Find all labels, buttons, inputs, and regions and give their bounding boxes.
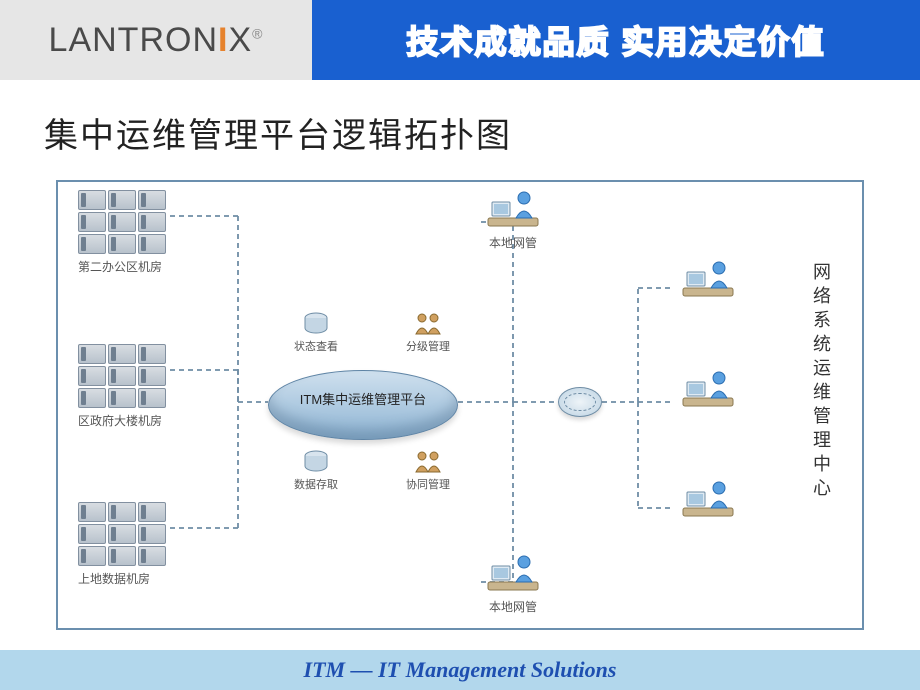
workstation-icon xyxy=(673,258,743,302)
server-rack-icon: 第二办公区机房 xyxy=(78,190,168,275)
rack-label: 第二办公区机房 xyxy=(78,258,168,275)
feature-label: 分级管理 xyxy=(398,338,458,354)
logo-reg: ® xyxy=(252,25,263,41)
right-vertical-label: 网络系统运维管理中心 xyxy=(808,262,834,502)
logo-suffix: X xyxy=(228,21,252,59)
workstation-icon xyxy=(673,478,743,522)
feature-people-icon: 协同管理 xyxy=(398,450,458,492)
station-label: 本地网管 xyxy=(478,598,548,615)
footer: ITM — IT Management Solutions xyxy=(0,650,920,690)
feature-cylinder-icon: 数据存取 xyxy=(286,450,346,492)
logo-accent: I xyxy=(218,21,228,59)
workstation-icon: 本地网管 xyxy=(478,552,548,615)
feature-label: 状态查看 xyxy=(286,338,346,354)
page-title: 集中运维管理平台逻辑拓扑图 xyxy=(0,80,920,157)
platform-label: ITM集中运维管理平台 xyxy=(300,389,426,408)
rack-label: 上地数据机房 xyxy=(78,570,168,587)
logo-prefix: L xyxy=(49,21,69,59)
edges-layer xyxy=(58,182,866,632)
logo-box: LANTRONIX® xyxy=(0,0,312,80)
workstation-icon: 本地网管 xyxy=(478,188,548,251)
footer-text: ITM — IT Management Solutions xyxy=(304,657,617,683)
rack-label: 区政府大楼机房 xyxy=(78,412,168,429)
router-icon xyxy=(558,387,602,417)
banner-text: 技术成就品质 实用决定价值 xyxy=(407,17,826,63)
platform: ITM集中运维管理平台 xyxy=(268,370,458,440)
feature-label: 协同管理 xyxy=(398,476,458,492)
feature-cylinder-icon: 状态查看 xyxy=(286,312,346,354)
feature-people-icon: 分级管理 xyxy=(398,312,458,354)
logo-mid: ANTRON xyxy=(68,21,218,59)
banner: 技术成就品质 实用决定价值 xyxy=(312,0,920,80)
diagram: ITM集中运维管理平台 网络系统运维管理中心 第二办公区机房区政府大楼机房上地数… xyxy=(58,182,862,628)
server-rack-icon: 上地数据机房 xyxy=(78,502,168,587)
header: LANTRONIX® 技术成就品质 实用决定价值 xyxy=(0,0,920,80)
server-rack-icon: 区政府大楼机房 xyxy=(78,344,168,429)
logo-text: LANTRONIX® xyxy=(49,21,264,60)
workstation-icon xyxy=(673,368,743,412)
diagram-wrap: ITM集中运维管理平台 网络系统运维管理中心 第二办公区机房区政府大楼机房上地数… xyxy=(56,180,864,630)
feature-label: 数据存取 xyxy=(286,476,346,492)
station-label: 本地网管 xyxy=(478,234,548,251)
platform-shape: ITM集中运维管理平台 xyxy=(268,370,458,440)
